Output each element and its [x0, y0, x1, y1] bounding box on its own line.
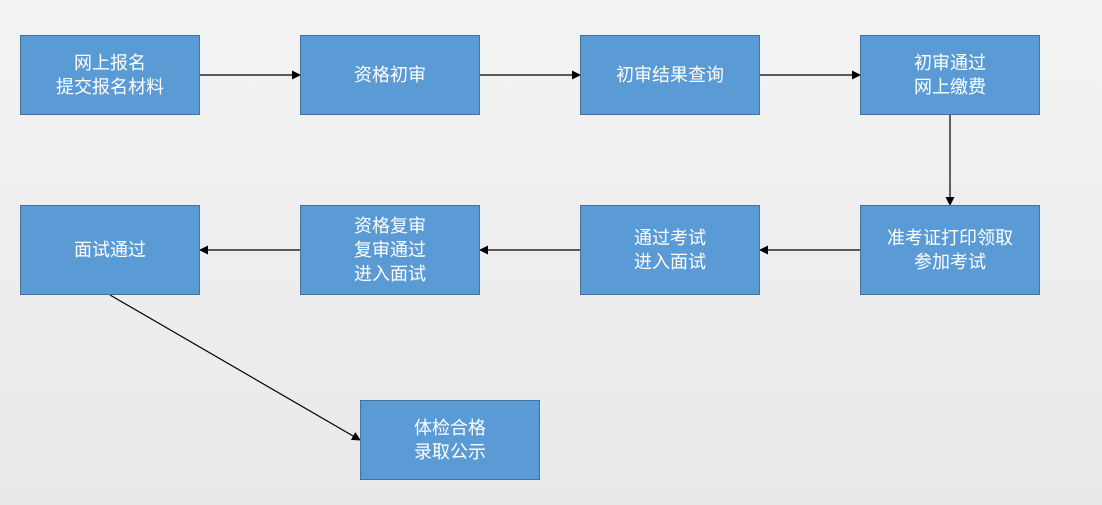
flow-node: 初审结果查询 [580, 35, 760, 115]
flow-node-label: 准考证打印领取 参加考试 [887, 226, 1013, 275]
flow-node-label: 初审通过 网上缴费 [914, 51, 986, 100]
flow-node-label: 初审结果查询 [616, 63, 724, 87]
flowchart-canvas: 网上报名 提交报名材料 资格初审 初审结果查询 初审通过 网上缴费准考证打印领取 参加… [0, 0, 1102, 505]
flow-node: 面试通过 [20, 205, 200, 295]
flow-node: 体检合格 录取公示 [360, 400, 540, 480]
flow-node-label: 资格复审 复审通过 进入面试 [354, 214, 426, 287]
flow-node: 资格复审 复审通过 进入面试 [300, 205, 480, 295]
flow-node-label: 面试通过 [74, 238, 146, 262]
flow-node-label: 网上报名 提交报名材料 [56, 51, 164, 100]
flow-edge [110, 295, 360, 440]
flow-node: 资格初审 [300, 35, 480, 115]
flow-node-label: 体检合格 录取公示 [414, 416, 486, 465]
flow-node: 通过考试 进入面试 [580, 205, 760, 295]
flow-node-label: 资格初审 [354, 63, 426, 87]
flow-node: 准考证打印领取 参加考试 [860, 205, 1040, 295]
flow-node: 初审通过 网上缴费 [860, 35, 1040, 115]
flow-node-label: 通过考试 进入面试 [634, 226, 706, 275]
flow-node: 网上报名 提交报名材料 [20, 35, 200, 115]
